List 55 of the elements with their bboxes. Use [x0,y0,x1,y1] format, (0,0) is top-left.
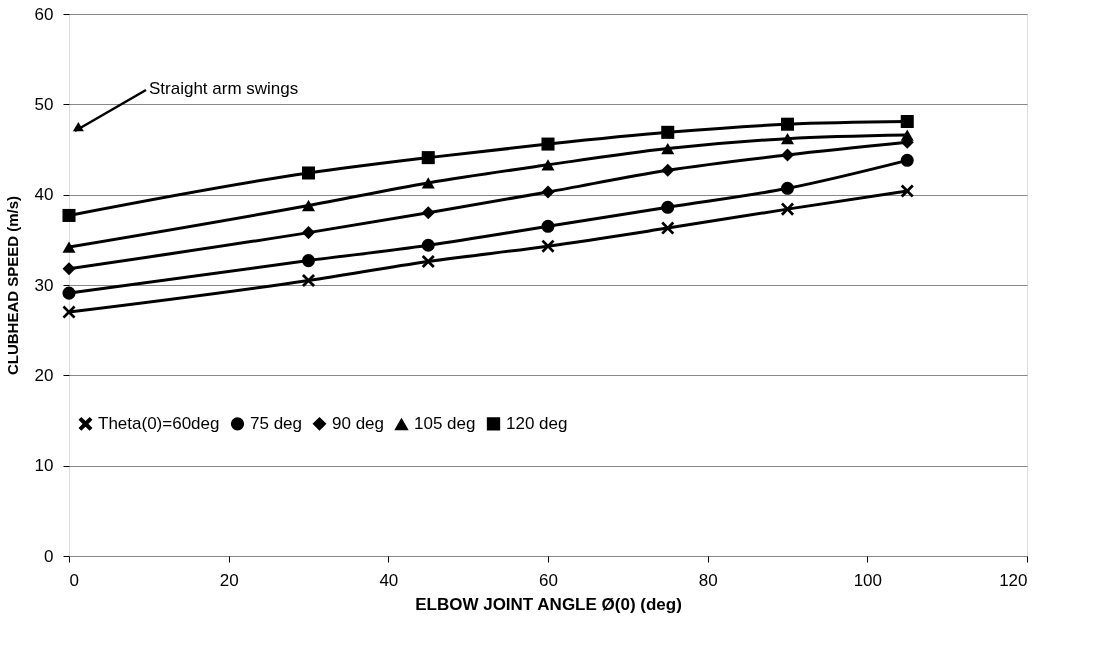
y-axis-title: CLUBHEAD SPEED (m/s) [3,195,21,376]
point [900,114,914,129]
point [421,238,435,252]
point [421,177,435,189]
point [661,142,675,155]
x-tick-label: 80 [698,570,718,590]
point [780,148,795,162]
point [661,221,675,235]
x-tick-label: 120 [999,570,1028,590]
y-tick-label: 30 [34,275,54,295]
y-tick-label: 50 [34,94,54,114]
point [780,181,795,195]
point [62,208,76,222]
point [301,254,316,268]
point [62,262,76,276]
point [780,202,795,216]
legend-label: 120 deg [506,413,568,433]
x-tick-label: 60 [539,570,558,590]
point [780,117,795,131]
legend-label: Theta(0)=60deg [98,413,220,433]
x-axis-title: ELBOW JOINT ANGLE Ø(0) (deg) [415,594,682,614]
point [661,163,675,177]
point [541,137,555,151]
y-tick-label: 0 [44,546,54,566]
point [900,184,914,198]
y-tick-label: 10 [34,456,54,476]
y-tick-label: 60 [34,4,54,24]
point [421,151,435,165]
x-tick-label: 40 [379,570,399,590]
point [541,159,555,171]
point [62,286,76,300]
point [900,129,914,141]
point [301,199,316,212]
point [421,254,435,269]
x-tick-label: 20 [219,570,239,590]
legend-label: 90 deg [332,413,384,433]
point [421,206,435,220]
y-tick-label: 20 [34,365,54,385]
x-tick-label: 100 [853,570,883,590]
y-tick-label: 40 [34,185,54,205]
annotation: Straight arm swings [149,79,299,98]
point [780,133,795,145]
point [62,305,76,319]
legend-label: 105 deg [414,414,476,434]
point [62,241,76,253]
x-tick-label: 0 [69,570,79,590]
point [541,239,555,253]
point [661,200,675,214]
point [301,226,316,240]
legend-label: 75 deg [250,413,302,433]
point [900,153,914,167]
point [541,185,555,199]
point [541,219,555,233]
point [301,166,316,180]
point [661,125,675,139]
